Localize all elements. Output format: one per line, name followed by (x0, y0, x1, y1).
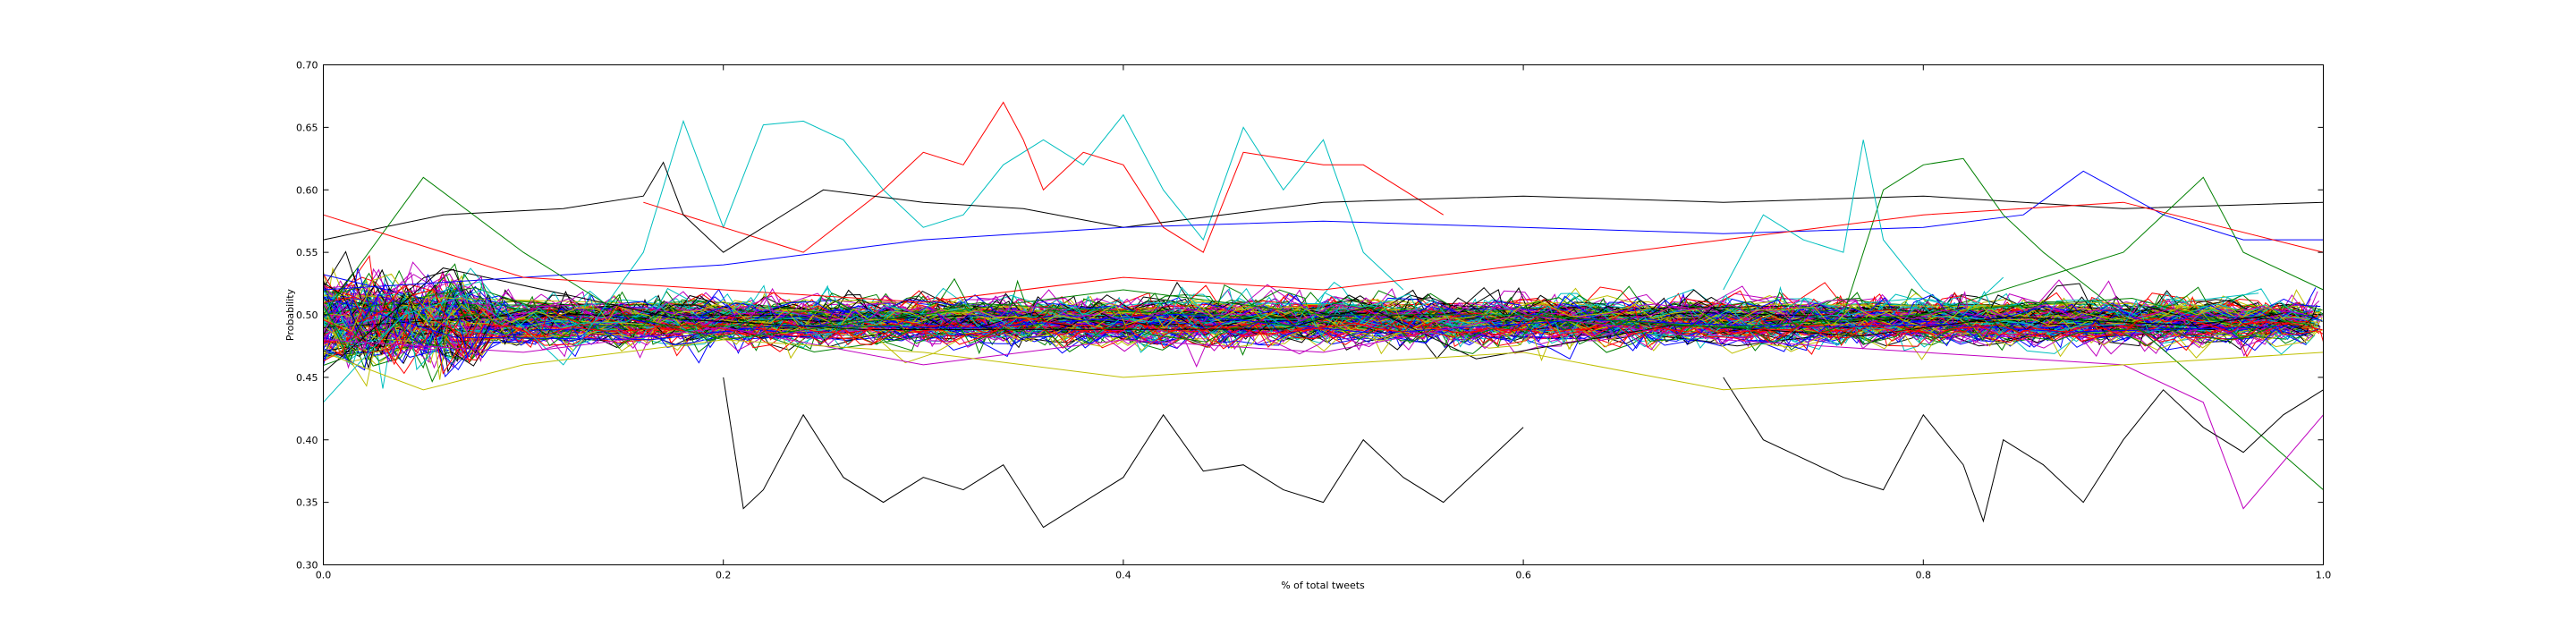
x-tick-label: 0.8 (1916, 570, 1932, 581)
series-line-band-149 (323, 284, 2323, 364)
ticks-layer: 0.0 0.2 0.4 0.6 0.8 1.0 0.30 0.35 0.40 0.45 0.50 0.… (296, 60, 2331, 581)
y-tick-label: 0.35 (296, 497, 318, 509)
series-line-band-136 (323, 283, 2301, 337)
y-tick-label: 0.70 (296, 60, 318, 72)
x-tick-label: 0.2 (716, 570, 732, 581)
series-line-band-129 (323, 284, 2323, 347)
series-line-11 (323, 339, 2324, 391)
x-axis-label: % of total tweets (1281, 580, 1365, 591)
series-line-band-141 (323, 287, 2255, 331)
y-tick-label: 0.55 (296, 247, 318, 258)
series-line-band-137 (323, 274, 2314, 334)
y-tick-label: 0.45 (296, 372, 318, 384)
series-line-band-97 (323, 272, 2297, 352)
y-tick-label: 0.50 (296, 309, 318, 321)
y-tick-label: 0.60 (296, 184, 318, 196)
series-line-band-148 (323, 304, 2311, 352)
series-line-1 (643, 101, 1444, 253)
series-line-4 (323, 170, 2324, 291)
series-line-5 (1843, 157, 2324, 490)
series-line-band-124 (323, 301, 2318, 356)
series-line-10 (323, 201, 2324, 303)
series-line-band-128 (323, 304, 2305, 366)
series-line-3 (723, 377, 1524, 529)
y-tick-label: 0.30 (296, 560, 318, 572)
series-line-7 (1723, 140, 2004, 316)
y-tick-label: 0.65 (296, 122, 318, 133)
x-tick-label: 0.6 (1515, 570, 1531, 581)
x-tick-label: 0.4 (1115, 570, 1131, 581)
y-axis-label: Probability (284, 288, 296, 341)
series-line-band-145 (323, 273, 2313, 333)
series-layer (323, 101, 2324, 529)
series-line-band-133 (323, 293, 2319, 371)
series-line-band-143 (323, 287, 2300, 371)
series-line-band-146 (323, 267, 2283, 373)
series-line-band-140 (323, 283, 2323, 359)
series-line-9 (323, 176, 2324, 341)
series-line-band-131 (323, 292, 2318, 380)
y-tick-label: 0.40 (296, 435, 318, 446)
series-line-band-142 (323, 288, 2320, 355)
x-tick-label: 0.0 (316, 570, 332, 581)
series-line-band-138 (323, 297, 2318, 343)
series-line-8 (1723, 377, 2324, 523)
series-line-2 (323, 161, 2324, 253)
series-line-band-125 (323, 288, 2318, 369)
series-line-band-144 (323, 273, 2304, 352)
x-tick-label: 1.0 (2316, 570, 2332, 581)
series-line-band-87 (323, 287, 2318, 354)
